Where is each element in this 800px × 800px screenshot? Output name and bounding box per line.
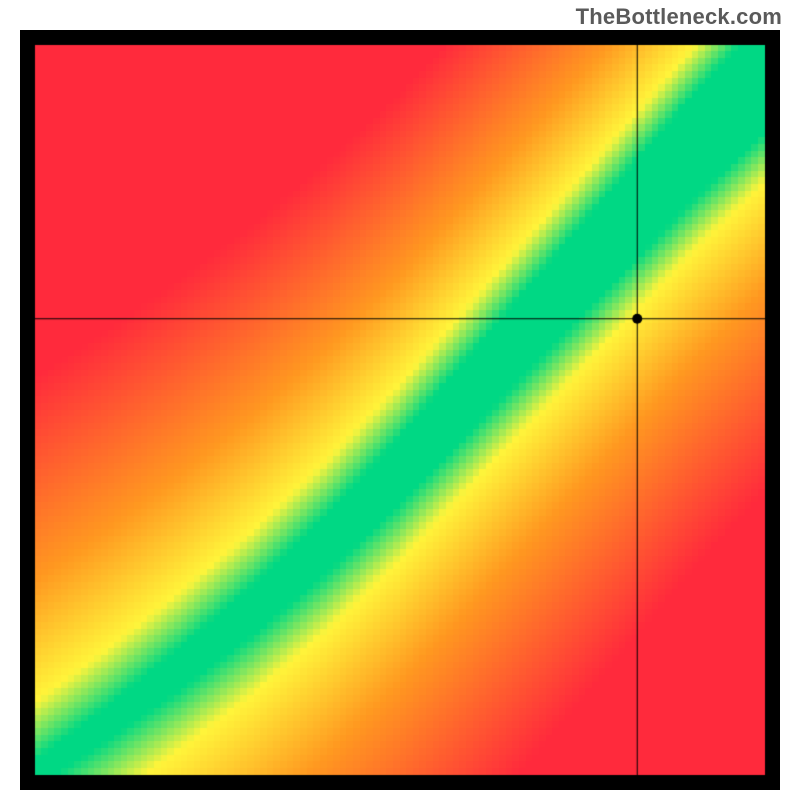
bottleneck-heatmap <box>20 30 780 790</box>
heatmap-canvas <box>20 30 780 790</box>
watermark-text: TheBottleneck.com <box>576 4 782 30</box>
